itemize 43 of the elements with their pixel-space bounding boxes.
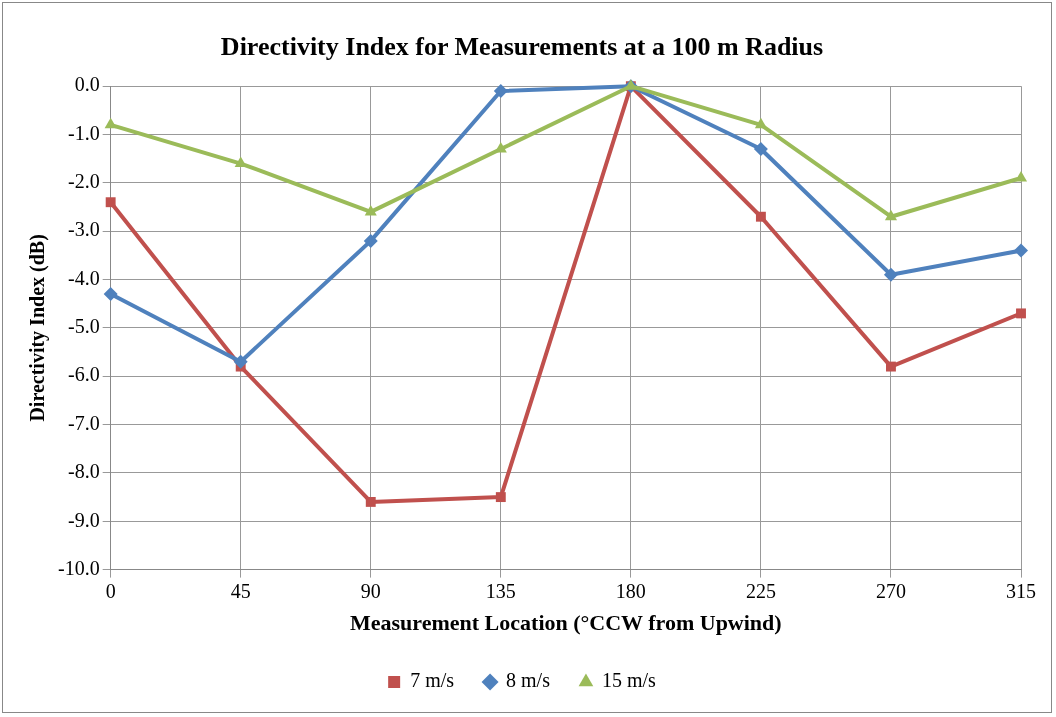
- x-tick-label: 90: [360, 579, 381, 602]
- x-tick-label: 225: [745, 579, 776, 602]
- chart-title: Directivity Index for Measurements at a 100 m Radius: [220, 32, 824, 62]
- y-tick-label: -7.0: [67, 411, 100, 434]
- point: [754, 117, 767, 129]
- y-tick-label: -6.0: [67, 363, 100, 386]
- point: [493, 84, 508, 99]
- x-tick-label: 315: [1006, 579, 1036, 602]
- y-tick-label: -2.0: [67, 170, 100, 193]
- y-axis-title: Directivity Index (dB): [26, 234, 50, 422]
- x-tick-label: 45: [230, 579, 251, 602]
- x-tick-label: 0: [105, 579, 116, 602]
- x-tick-label: 180: [615, 579, 646, 602]
- point: [103, 287, 118, 302]
- legend-label: 7 m/s: [410, 669, 455, 692]
- point: [883, 267, 898, 282]
- legend-label: 15 m/s: [601, 669, 657, 692]
- point: [1014, 171, 1028, 182]
- point: [886, 361, 896, 372]
- x-axis-title: Measurement Location (°CCW from Upwind): [349, 610, 782, 636]
- legend-label: 8 m/s: [506, 669, 551, 692]
- point: [884, 209, 898, 221]
- point: [755, 211, 766, 222]
- x-tick-label: 270: [875, 579, 906, 602]
- y-tick-label: -9.0: [67, 508, 100, 531]
- point: [363, 233, 378, 248]
- y-tick-label: -8.0: [67, 460, 100, 483]
- point: [105, 197, 116, 208]
- point: [365, 496, 376, 507]
- y-tick-label: -10.0: [57, 556, 100, 579]
- y-tick-label: -1.0: [67, 121, 100, 144]
- y-tick-label: -5.0: [67, 315, 100, 338]
- point: [1014, 243, 1028, 258]
- y-tick-label: -4.0: [67, 266, 100, 289]
- y-tick-label: 0.0: [74, 73, 100, 96]
- point: [104, 117, 117, 129]
- x-tick-label: 135: [485, 579, 516, 602]
- y-tick-label: -3.0: [67, 218, 100, 241]
- point: [753, 142, 768, 157]
- point: [233, 354, 248, 369]
- point: [495, 492, 506, 503]
- point: [1016, 308, 1026, 319]
- point: [364, 204, 377, 216]
